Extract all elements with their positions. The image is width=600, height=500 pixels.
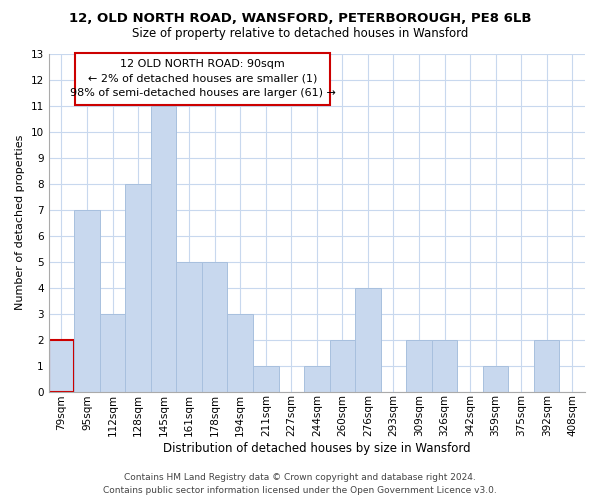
Y-axis label: Number of detached properties: Number of detached properties [15,135,25,310]
Bar [253,366,278,392]
X-axis label: Distribution of detached houses by size in Wansford: Distribution of detached houses by size … [163,442,470,455]
Text: 12, OLD NORTH ROAD, WANSFORD, PETERBOROUGH, PE8 6LB: 12, OLD NORTH ROAD, WANSFORD, PETERBOROU… [69,12,531,26]
Bar [355,288,380,392]
Bar [432,340,457,392]
Bar [202,262,227,392]
Bar [49,340,74,392]
Bar [483,366,508,392]
Bar [100,314,125,392]
Bar [151,106,176,392]
FancyBboxPatch shape [76,52,329,104]
Bar [406,340,432,392]
Text: Size of property relative to detached houses in Wansford: Size of property relative to detached ho… [132,28,468,40]
Bar [534,340,559,392]
Text: 12 OLD NORTH ROAD: 90sqm
← 2% of detached houses are smaller (1)
98% of semi-det: 12 OLD NORTH ROAD: 90sqm ← 2% of detache… [70,59,335,98]
Bar [329,340,355,392]
Bar [227,314,253,392]
Bar [304,366,329,392]
Bar [125,184,151,392]
Text: Contains HM Land Registry data © Crown copyright and database right 2024.
Contai: Contains HM Land Registry data © Crown c… [103,474,497,495]
Bar [74,210,100,392]
Bar [176,262,202,392]
